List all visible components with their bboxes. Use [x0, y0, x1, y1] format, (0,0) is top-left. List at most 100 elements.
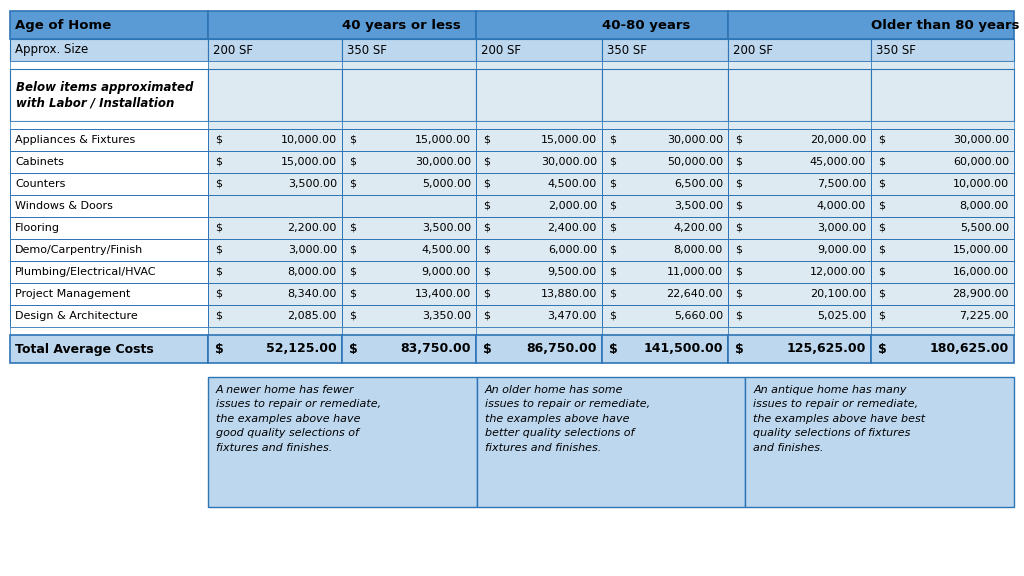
Text: $: $: [735, 289, 742, 299]
Bar: [728, 283, 871, 305]
Text: 30,000.00: 30,000.00: [541, 157, 597, 167]
Bar: [208, 239, 342, 261]
Text: $: $: [878, 343, 887, 355]
Bar: [602, 195, 728, 217]
Bar: [871, 121, 1014, 129]
Bar: [10, 195, 208, 217]
Bar: [208, 11, 476, 39]
Text: 350 SF: 350 SF: [607, 44, 647, 56]
Text: 5,660.00: 5,660.00: [674, 311, 723, 321]
Text: $: $: [609, 223, 616, 233]
Text: 86,750.00: 86,750.00: [526, 343, 597, 355]
Bar: [728, 151, 871, 173]
Text: $: $: [609, 343, 617, 355]
Bar: [602, 335, 728, 363]
Bar: [476, 239, 602, 261]
Bar: [208, 69, 342, 121]
Text: 3,500.00: 3,500.00: [422, 223, 471, 233]
Bar: [10, 11, 208, 39]
Text: $: $: [349, 135, 356, 145]
Text: 141,500.00: 141,500.00: [643, 343, 723, 355]
Bar: [602, 151, 728, 173]
Text: 40-80 years: 40-80 years: [602, 18, 690, 32]
Text: $: $: [609, 201, 616, 211]
Bar: [476, 305, 602, 327]
Bar: [871, 151, 1014, 173]
Text: $: $: [878, 135, 885, 145]
Bar: [10, 69, 208, 121]
Bar: [602, 261, 728, 283]
Text: $: $: [735, 201, 742, 211]
Text: 10,000.00: 10,000.00: [953, 179, 1009, 189]
Text: $: $: [215, 157, 222, 167]
Text: 8,000.00: 8,000.00: [288, 267, 337, 277]
Text: 4,000.00: 4,000.00: [817, 201, 866, 211]
Bar: [10, 39, 208, 61]
Bar: [602, 129, 728, 151]
Text: 10,000.00: 10,000.00: [281, 135, 337, 145]
Bar: [342, 327, 476, 335]
Text: $: $: [735, 223, 742, 233]
Text: 350 SF: 350 SF: [876, 44, 915, 56]
Bar: [208, 151, 342, 173]
Bar: [871, 239, 1014, 261]
Text: 2,400.00: 2,400.00: [548, 223, 597, 233]
Bar: [602, 305, 728, 327]
Bar: [871, 261, 1014, 283]
Text: 20,000.00: 20,000.00: [810, 135, 866, 145]
Bar: [10, 217, 208, 239]
Bar: [728, 39, 871, 61]
Text: $: $: [349, 245, 356, 255]
Text: Windows & Doors: Windows & Doors: [15, 201, 113, 211]
Bar: [871, 217, 1014, 239]
Bar: [10, 151, 208, 173]
Bar: [208, 61, 342, 69]
Bar: [10, 283, 208, 305]
Text: 4,500.00: 4,500.00: [548, 179, 597, 189]
Bar: [871, 61, 1014, 69]
Bar: [602, 173, 728, 195]
Text: Cabinets: Cabinets: [15, 157, 63, 167]
Text: $: $: [349, 343, 357, 355]
Text: 6,500.00: 6,500.00: [674, 179, 723, 189]
Bar: [342, 239, 476, 261]
Text: $: $: [609, 245, 616, 255]
Bar: [602, 121, 728, 129]
Text: $: $: [735, 245, 742, 255]
Bar: [602, 39, 728, 61]
Bar: [602, 69, 728, 121]
Text: 15,000.00: 15,000.00: [541, 135, 597, 145]
Text: 9,500.00: 9,500.00: [548, 267, 597, 277]
Text: 15,000.00: 15,000.00: [281, 157, 337, 167]
Text: $: $: [349, 179, 356, 189]
Text: $: $: [878, 289, 885, 299]
Text: 3,350.00: 3,350.00: [422, 311, 471, 321]
Bar: [602, 327, 728, 335]
Text: 28,900.00: 28,900.00: [952, 289, 1009, 299]
Bar: [208, 283, 342, 305]
Bar: [871, 195, 1014, 217]
Bar: [342, 217, 476, 239]
Text: $: $: [483, 245, 490, 255]
Text: $: $: [215, 289, 222, 299]
Bar: [208, 335, 342, 363]
Bar: [476, 151, 602, 173]
Bar: [728, 195, 871, 217]
Bar: [342, 69, 476, 121]
Text: 13,400.00: 13,400.00: [415, 289, 471, 299]
Bar: [476, 377, 745, 507]
Bar: [871, 39, 1014, 61]
Text: 8,000.00: 8,000.00: [959, 201, 1009, 211]
Text: 15,000.00: 15,000.00: [415, 135, 471, 145]
Text: $: $: [878, 267, 885, 277]
Text: $: $: [349, 157, 356, 167]
Text: $: $: [215, 245, 222, 255]
Bar: [10, 129, 208, 151]
Text: 11,000.00: 11,000.00: [667, 267, 723, 277]
Text: $: $: [349, 267, 356, 277]
Bar: [871, 305, 1014, 327]
Text: $: $: [735, 343, 743, 355]
Text: $: $: [609, 179, 616, 189]
Bar: [728, 11, 1014, 39]
Text: $: $: [735, 157, 742, 167]
